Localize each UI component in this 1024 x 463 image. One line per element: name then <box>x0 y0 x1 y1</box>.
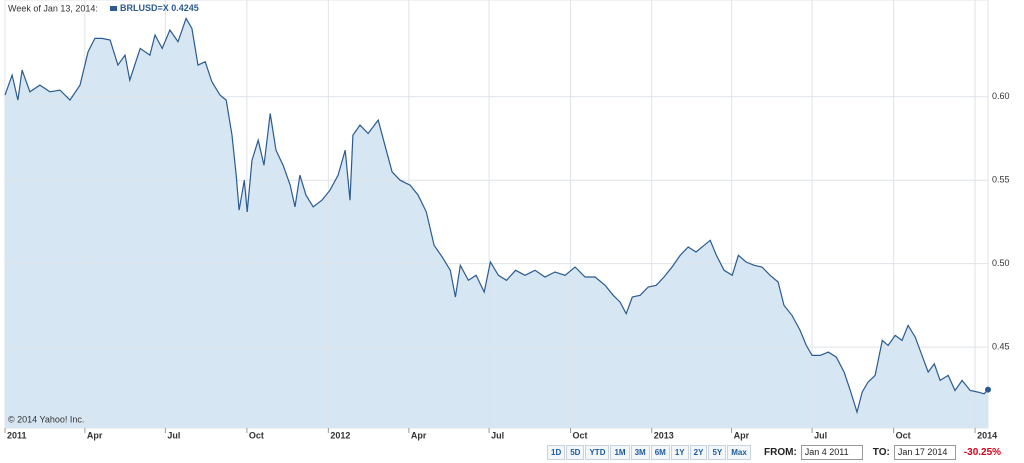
last-point <box>985 386 991 393</box>
area-fill <box>5 18 988 429</box>
x-tick-label: Jul <box>491 430 504 440</box>
range-button[interactable]: 5Y <box>708 444 727 460</box>
x-tick-label: Oct <box>249 430 264 440</box>
price-line <box>4 16 989 415</box>
range-button[interactable]: 1Y <box>670 444 689 460</box>
range-button[interactable]: 3M <box>630 444 650 460</box>
x-tick-label: 2014 <box>977 430 997 440</box>
y-tick-label: 0.60 <box>992 91 1010 101</box>
range-button[interactable]: 2Y <box>689 444 708 460</box>
x-tick-label: 2011 <box>7 430 27 440</box>
date-range: FROM: Jan 4 2011 TO: Jan 17 2014 -30.25% <box>764 444 1001 460</box>
x-tick-label: Jul <box>814 430 827 440</box>
x-tick-label: Oct <box>573 430 588 440</box>
watermark: © 2014 Yahoo! Inc. <box>8 414 84 424</box>
y-tick-label: 0.45 <box>992 341 1010 351</box>
legend-value: 0.4245 <box>171 3 199 13</box>
from-input[interactable]: Jan 4 2011 <box>800 444 863 460</box>
range-button[interactable]: 1D <box>547 444 566 460</box>
legend-name: BRLUSD=X <box>120 3 169 13</box>
range-buttons: 1D 5D YTD 1M 3M 6M 1Y 2Y 5Y Max <box>547 444 752 460</box>
hover-label: Week of Jan 13, 2014: <box>8 3 98 13</box>
x-tick-label: Apr <box>734 430 750 440</box>
range-button[interactable]: YTD <box>585 444 610 460</box>
to-label: TO: <box>872 446 890 458</box>
range-button[interactable]: 1M <box>610 444 630 460</box>
legend: BRLUSD=X 0.4245 <box>120 3 199 13</box>
x-tick-label: Oct <box>896 430 911 440</box>
y-tick-label: 0.50 <box>992 258 1010 268</box>
y-tick-label: 0.55 <box>992 175 1010 185</box>
x-tick-label: Apr <box>87 430 103 440</box>
to-input[interactable]: Jan 17 2014 <box>893 444 956 460</box>
legend-swatch <box>110 6 117 11</box>
range-button[interactable]: Max <box>727 444 751 460</box>
range-button[interactable]: 6M <box>650 444 670 460</box>
x-tick-label: 2012 <box>330 430 350 440</box>
x-tick-label: Jul <box>167 430 180 440</box>
x-tick-label: Apr <box>411 430 427 440</box>
range-button[interactable]: 5D <box>566 444 585 460</box>
change-percent: -30.25% <box>963 446 1002 458</box>
x-tick-label: 2013 <box>654 430 674 440</box>
from-label: FROM: <box>764 446 797 458</box>
